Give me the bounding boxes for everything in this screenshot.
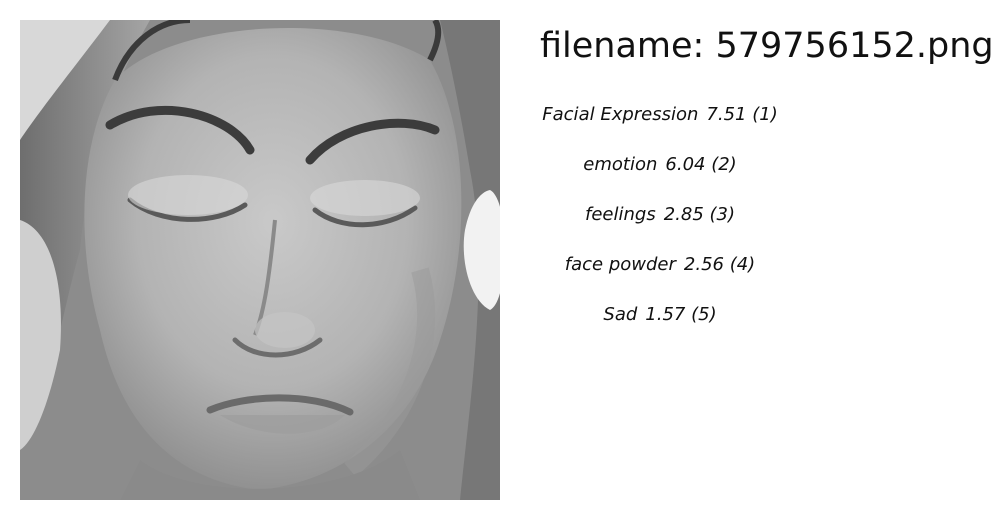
- prediction-label: emotion: [583, 154, 658, 175]
- prediction-score: 6.04 (2): [665, 154, 737, 175]
- prediction-item: feelings 2.85 (3): [540, 200, 780, 250]
- filename-label: filename: 579756152.png: [540, 26, 994, 66]
- prediction-score: 2.56 (4): [683, 254, 756, 275]
- prediction-label: Facial Expression: [542, 104, 699, 125]
- prediction-item: emotion 6.04 (2): [540, 150, 780, 200]
- prediction-list: Facial Expression 7.51 (1) emotion 6.04 (2…: [540, 100, 780, 350]
- prediction-score: 1.57 (5): [645, 304, 717, 325]
- prediction-item: face powder 2.56 (4): [540, 250, 780, 300]
- face-photo: [20, 20, 500, 500]
- prediction-item: Facial Expression 7.51 (1): [540, 100, 780, 150]
- prediction-label: Sad: [603, 304, 638, 325]
- prediction-label: feelings: [585, 204, 656, 225]
- prediction-item: Sad 1.57 (5): [540, 300, 780, 350]
- prediction-score: 7.51 (1): [706, 104, 778, 125]
- face-photo-drawing: [20, 20, 500, 500]
- prediction-score: 2.85 (3): [663, 204, 735, 225]
- prediction-label: face powder: [564, 254, 676, 275]
